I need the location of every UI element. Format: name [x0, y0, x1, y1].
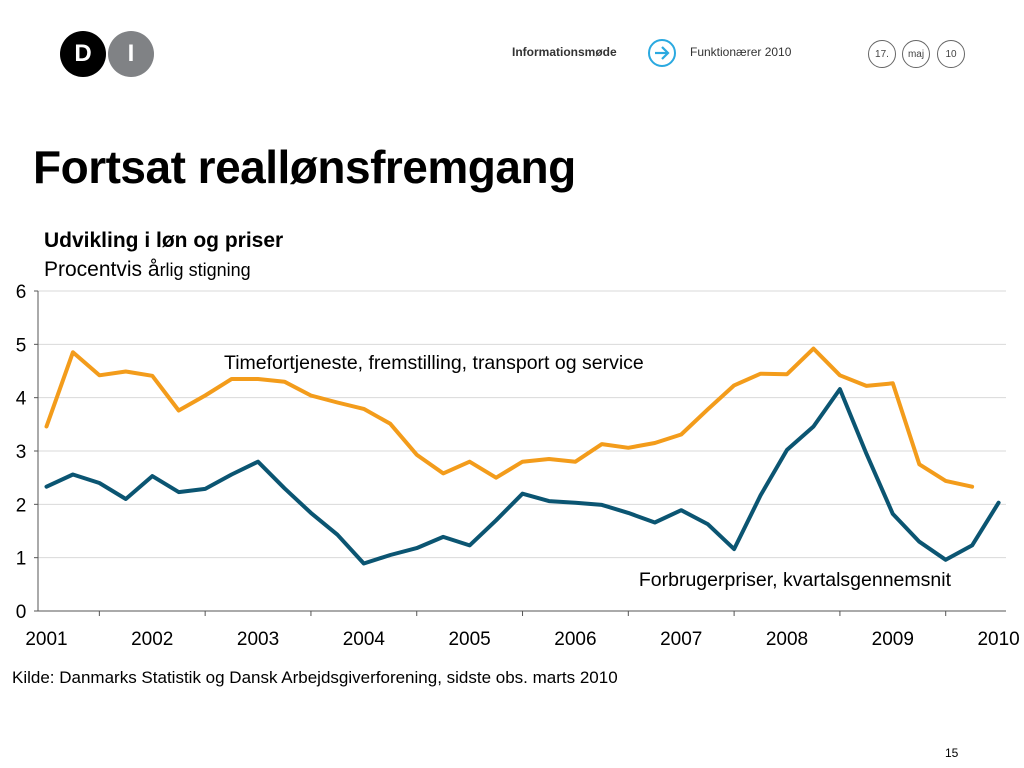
- arrow-right-circle-icon: [648, 39, 676, 67]
- y-tick-label: 4: [16, 389, 27, 410]
- x-tick-label: 2006: [554, 629, 596, 650]
- chart-subtitle-main: Procentvis å: [44, 258, 160, 281]
- x-tick-label: 2008: [766, 629, 808, 650]
- x-tick-label: 2009: [872, 629, 914, 650]
- y-tick-label: 2: [16, 495, 27, 516]
- y-tick-label: 1: [16, 549, 27, 570]
- logo-letter-i: I: [108, 31, 154, 77]
- page-number: 15: [945, 746, 959, 760]
- line-chart: 0 1 2 3 4 5 6 2001 2002 2003 2004 2005 2006 2007 2008 2…: [16, 282, 1020, 650]
- x-tick-label: 2003: [237, 629, 279, 650]
- series-line-wages: [44, 346, 975, 489]
- x-tick-label: 2001: [25, 629, 67, 650]
- chart-title: Udvikling i løn og priser: [44, 229, 284, 252]
- y-tick-label: 3: [16, 442, 27, 463]
- series-label-wages: Timefortjeneste, fremstilling, transport…: [224, 352, 644, 374]
- x-tick-label: 2005: [448, 629, 490, 650]
- y-tick-label: 0: [16, 602, 27, 623]
- y-tick-label: 5: [16, 335, 27, 356]
- logo-letter-d: D: [60, 31, 106, 77]
- di-logo: D I: [60, 31, 156, 77]
- chart-subtitle: Procentvis årlig stigning: [44, 258, 251, 282]
- x-tick-label: 2007: [660, 629, 702, 650]
- y-tick-label: 6: [16, 282, 27, 303]
- chart-subtitle-small: rlig stigning: [159, 260, 251, 280]
- header-title: Informationsmøde: [512, 45, 617, 59]
- x-tick-label: 2002: [131, 629, 173, 650]
- date-day: 17.: [868, 40, 896, 68]
- source-note: Kilde: Danmarks Statistik og Dansk Arbej…: [12, 668, 618, 687]
- x-tick-label: 2010: [977, 629, 1019, 650]
- series-label-consumer-prices: Forbrugerpriser, kvartalsgennemsnit: [639, 569, 952, 591]
- x-tick-label: 2004: [343, 629, 386, 650]
- date-year: 10: [937, 40, 965, 68]
- series-line-consumer-prices: [44, 387, 1001, 566]
- slide-title: Fortsat reallønsfremgang: [33, 141, 576, 193]
- date-month: maj: [902, 40, 930, 68]
- header-subtitle: Funktionærer 2010: [690, 45, 792, 59]
